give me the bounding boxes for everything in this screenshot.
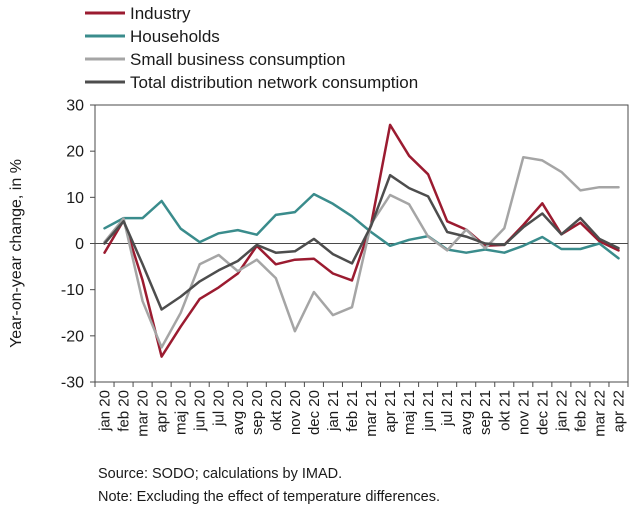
x-tick-label: jan 20	[97, 390, 114, 432]
x-tick-label: feb 21	[344, 390, 361, 432]
x-tick-label: jan 21	[325, 390, 342, 432]
footnote: Note: Excluding the effect of temperatur…	[98, 489, 441, 505]
x-tick-label: jul 21	[439, 390, 456, 427]
x-tick-label: apr 22	[610, 390, 627, 433]
y-tick-label: -20	[61, 328, 84, 345]
x-tick-label: okt 20	[268, 390, 285, 431]
x-tick-label: jun 21	[420, 390, 437, 432]
legend-label: Industry	[130, 4, 191, 23]
x-tick-label: apr 21	[382, 390, 399, 433]
x-tick-label: mar 22	[591, 390, 608, 437]
x-tick-label: maj 20	[173, 390, 190, 435]
x-tick-label: jan 22	[553, 390, 570, 432]
series-line-total-distribution-network-consumption	[103, 173, 620, 311]
legend-label: Small business consumption	[130, 50, 345, 69]
source-note: Source: SODO; calculations by IMAD.	[98, 466, 343, 482]
x-tick-label: sep 21	[477, 390, 494, 435]
x-tick-label: feb 20	[116, 390, 133, 432]
x-tick-label: maj 21	[401, 390, 418, 435]
x-tick-label: nov 20	[287, 390, 304, 435]
x-tick-label: okt 21	[496, 390, 513, 431]
y-tick-label: 0	[75, 236, 84, 253]
series-line-households	[103, 192, 620, 260]
x-tick-label: avg 21	[458, 390, 475, 435]
y-tick-label: -30	[61, 375, 84, 392]
y-tick-label: 10	[66, 190, 84, 207]
y-tick-label: -10	[61, 282, 84, 299]
x-tick-label: dec 20	[306, 390, 323, 435]
x-tick-label: avg 20	[230, 390, 247, 435]
chart-axes: 30 20 10 0 -10 -20 -30 jan 20 feb 20 mar 20 apr 20…	[61, 98, 629, 437]
series-line-industry	[103, 123, 620, 358]
x-tick-label: jun 20	[192, 390, 209, 432]
plot-area	[103, 123, 620, 358]
x-tick-label: feb 22	[572, 390, 589, 432]
x-tick-label: mar 20	[135, 390, 152, 437]
line-chart: Industry Households Small business consump…	[8, 4, 629, 437]
legend-label: Households	[130, 27, 220, 46]
y-tick-label: 20	[66, 144, 84, 161]
y-axis-title-group: Year-on-year change, in %	[8, 159, 25, 348]
legend-label: Total distribution network consumption	[130, 73, 418, 92]
y-tick-label: 30	[66, 98, 84, 115]
x-tick-label: apr 20	[154, 390, 171, 433]
x-tick-label: nov 21	[515, 390, 532, 435]
chart-legend: Industry Households Small business consump…	[85, 4, 418, 92]
x-tick-label: sep 20	[249, 390, 266, 435]
y-axis-title: Year-on-year change, in %	[8, 159, 25, 348]
x-tick-label: dec 21	[534, 390, 551, 435]
x-tick-label: mar 21	[363, 390, 380, 437]
x-tick-label: jul 20	[211, 390, 228, 427]
